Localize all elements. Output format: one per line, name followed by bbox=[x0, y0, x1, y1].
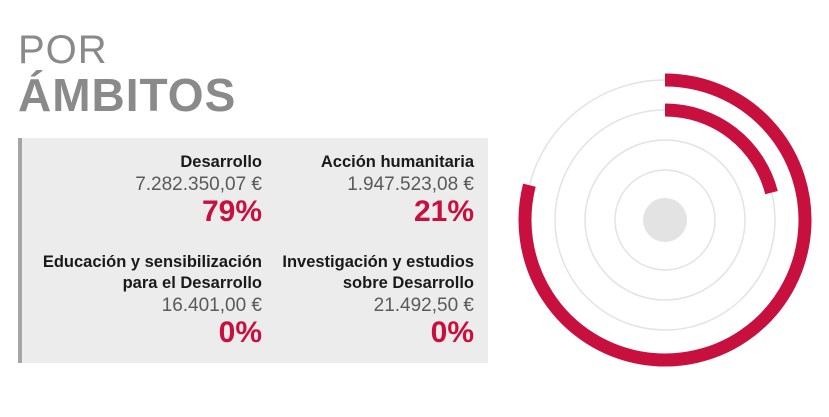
item-accion-humanitaria: Acción humanitaria 1.947.523,08 € 21% bbox=[321, 152, 474, 228]
radial-chart bbox=[518, 73, 812, 367]
item-name-line: Investigación y estudios bbox=[282, 253, 474, 271]
item-amount: 7.282.350,07 € bbox=[135, 174, 262, 195]
item-amount: 21.492,50 € bbox=[373, 295, 474, 316]
item-name-line: Desarrollo bbox=[180, 153, 262, 171]
title-por: POR bbox=[18, 28, 108, 72]
item-name-line: Acción humanitaria bbox=[320, 153, 474, 171]
item-name: Investigación y estudios sobre Desarroll… bbox=[282, 252, 474, 294]
item-name-line: para el Desarrollo bbox=[122, 274, 262, 292]
item-amount: 1.947.523,08 € bbox=[347, 174, 474, 195]
item-name: Educación y sensibilización para el Desa… bbox=[43, 252, 262, 294]
item-amount: 16.401,00 € bbox=[161, 295, 262, 316]
center-dot bbox=[643, 198, 687, 242]
title-ambitos: ÁMBITOS bbox=[18, 69, 237, 121]
item-name: Desarrollo bbox=[135, 152, 262, 173]
ring-track bbox=[614, 169, 716, 271]
value-arc bbox=[518, 73, 812, 367]
value-arc bbox=[664, 103, 778, 195]
item-educacion-sensibilizacion: Educación y sensibilización para el Desa… bbox=[43, 252, 262, 349]
item-name: Acción humanitaria bbox=[321, 152, 474, 173]
item-investigacion-estudios: Investigación y estudios sobre Desarroll… bbox=[282, 252, 474, 349]
item-name-line: Educación y sensibilización bbox=[42, 253, 262, 271]
item-percent: 21% bbox=[413, 195, 474, 228]
item-percent: 0% bbox=[430, 316, 474, 349]
item-desarrollo: Desarrollo 7.282.350,07 € 79% bbox=[135, 152, 262, 228]
item-percent: 0% bbox=[218, 316, 262, 349]
ring-track bbox=[584, 139, 746, 301]
item-percent: 79% bbox=[201, 195, 262, 228]
summary-panel: Desarrollo 7.282.350,07 € 79% Acción hum… bbox=[18, 138, 488, 363]
item-name-line: sobre Desarrollo bbox=[342, 274, 474, 292]
